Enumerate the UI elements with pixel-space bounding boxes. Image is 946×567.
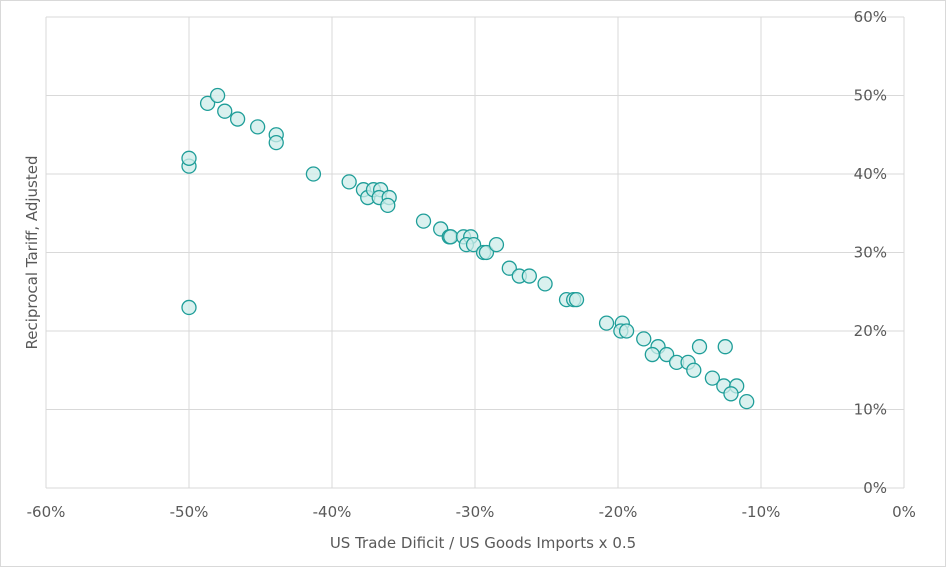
- gridlines: [45, 16, 905, 489]
- x-tick-label: -10%: [742, 503, 781, 521]
- y-tick-label: 20%: [854, 322, 887, 340]
- y-tick-label: 30%: [854, 244, 887, 262]
- x-axis-origin-label: 0%: [892, 503, 916, 521]
- data-point: [209, 87, 226, 104]
- y-tick-label: 0%: [863, 479, 887, 497]
- data-point: [217, 103, 233, 119]
- data-point: [618, 323, 635, 339]
- data-point: [199, 95, 216, 111]
- data-point: [268, 134, 284, 151]
- data-point: [305, 166, 322, 182]
- data-point: [181, 299, 197, 316]
- x-tick-label: -20%: [599, 503, 638, 521]
- x-tick-label: -50%: [170, 503, 209, 521]
- data-points: [181, 87, 755, 410]
- data-point: [415, 213, 432, 229]
- data-point: [658, 346, 675, 363]
- data-point: [691, 339, 708, 355]
- data-point: [739, 393, 755, 410]
- data-point: [501, 260, 517, 276]
- data-point: [443, 229, 459, 245]
- y-tick-label: 50%: [854, 87, 887, 105]
- y-tick-label: 10%: [854, 401, 887, 419]
- data-point: [380, 197, 396, 214]
- data-point: [686, 362, 702, 378]
- data-point: [229, 111, 246, 127]
- x-tick-label: -40%: [313, 503, 352, 521]
- data-point: [465, 236, 482, 253]
- y-axis-title: Reciprocal Tariff, Adjusted: [23, 155, 41, 349]
- x-tick-label: -60%: [27, 503, 66, 521]
- y-tick-label: 60%: [854, 8, 887, 26]
- data-point: [568, 291, 585, 308]
- data-point: [723, 386, 739, 402]
- x-tick-label: -30%: [456, 503, 495, 521]
- data-point: [598, 315, 615, 331]
- x-tick-labels: -60%-50%-40%-30%-20%-10%0%: [27, 503, 781, 521]
- data-point: [717, 339, 733, 355]
- x-axis-title: US Trade Dificit / US Goods Imports x 0.…: [330, 534, 636, 552]
- data-point: [341, 174, 357, 190]
- data-point: [537, 276, 553, 292]
- data-point: [478, 244, 495, 261]
- data-point: [704, 370, 721, 386]
- data-point: [181, 150, 197, 166]
- data-point: [488, 236, 505, 253]
- data-point: [644, 346, 660, 363]
- y-tick-labels: 0% 10% 20% 30% 40% 50% 60%: [854, 8, 887, 497]
- data-point: [249, 119, 266, 135]
- data-point: [521, 268, 537, 284]
- y-tick-label: 40%: [854, 165, 887, 183]
- data-point: [636, 331, 652, 347]
